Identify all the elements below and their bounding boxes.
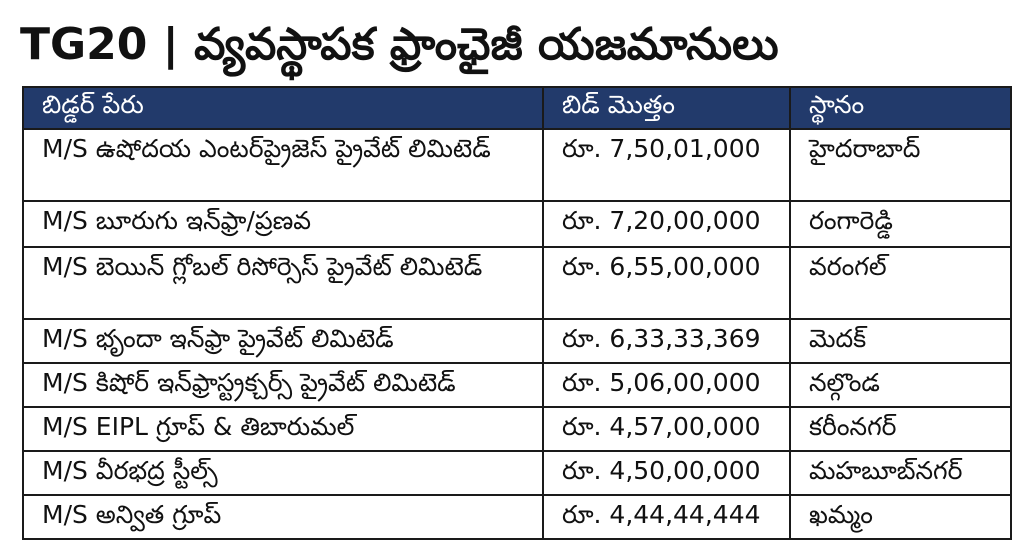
location-cell: మహబూబ్‌నగర్ xyxy=(789,450,1012,496)
table-row: M/S ఉషోదయ ఎంటర్‌ప్రైజెస్ ప్రైవేట్ లిమిటె… xyxy=(22,128,1012,202)
bidder-name-cell: M/S ఉషోదయ ఎంటర్‌ప్రైజెస్ ప్రైవేట్ లిమిటె… xyxy=(22,128,544,202)
location-cell: కరీంనగర్ xyxy=(789,406,1012,452)
table-row: M/S EIPL గ్రూప్ & తిబారుమల్ రూ. 4,57,00,… xyxy=(22,406,1012,452)
bid-amount-cell: రూ. 7,20,00,000 xyxy=(542,200,791,248)
page-title: TG20 | వ్యవస్థాపక ఫ్రాంఛైజీ యజమానులు xyxy=(20,19,779,70)
header-bid-amount: బిడ్ మొత్తం xyxy=(542,86,791,130)
table-row: M/S భృందా ఇన్‌ఫ్రా ప్రైవేట్ లిమిటెడ్ రూ.… xyxy=(22,318,1012,364)
bidder-name-cell: M/S బెయిన్ గ్లోబల్ రిసోర్సెస్ ప్రైవేట్ ల… xyxy=(22,246,544,320)
bidder-name-cell: M/S భృందా ఇన్‌ఫ్రా ప్రైవేట్ లిమిటెడ్ xyxy=(22,318,544,364)
location-cell: నల్గొండ xyxy=(789,362,1012,408)
header-location: స్థానం xyxy=(789,86,1012,130)
location-cell: వరంగల్ xyxy=(789,246,1012,320)
table-row: M/S కిషోర్ ఇన్‌ఫ్రాస్ట్రక్చర్స్ ప్రైవేట్… xyxy=(22,362,1012,408)
bid-amount-cell: రూ. 4,50,00,000 xyxy=(542,450,791,496)
bidder-name-cell: M/S EIPL గ్రూప్ & తిబారుమల్ xyxy=(22,406,544,452)
table-row: M/S అన్విత గ్రూప్ రూ. 4,44,44,444 ఖమ్మం xyxy=(22,494,1012,540)
table-row: M/S బెయిన్ గ్లోబల్ రిసోర్సెస్ ప్రైవేట్ ల… xyxy=(22,246,1012,320)
location-cell: మెదక్ xyxy=(789,318,1012,364)
bidder-name-cell: M/S వీరభద్ర స్టీల్స్ xyxy=(22,450,544,496)
location-cell: హైదరాబాద్ xyxy=(789,128,1012,202)
header-bidder-name: బిడ్డర్ పేరు xyxy=(22,86,544,130)
bid-amount-cell: రూ. 5,06,00,000 xyxy=(542,362,791,408)
bidder-name-cell: M/S అన్విత గ్రూప్ xyxy=(22,494,544,540)
bid-amount-cell: రూ. 4,57,00,000 xyxy=(542,406,791,452)
bid-amount-cell: రూ. 7,50,01,000 xyxy=(542,128,791,202)
bidder-name-cell: M/S కిషోర్ ఇన్‌ఫ్రాస్ట్రక్చర్స్ ప్రైవేట్… xyxy=(22,362,544,408)
bidder-name-cell: M/S బూరుగు ఇన్‌ఫ్రా/ప్రణవ xyxy=(22,200,544,248)
location-cell: రంగారెడ్డి xyxy=(789,200,1012,248)
location-cell: ఖమ్మం xyxy=(789,494,1012,540)
table-row: M/S వీరభద్ర స్టీల్స్ రూ. 4,50,00,000 మహబ… xyxy=(22,450,1012,496)
bid-amount-cell: రూ. 6,55,00,000 xyxy=(542,246,791,320)
bid-amount-cell: రూ. 6,33,33,369 xyxy=(542,318,791,364)
bid-amount-cell: రూ. 4,44,44,444 xyxy=(542,494,791,540)
bidders-table: బిడ్డర్ పేరు బిడ్ మొత్తం స్థానం M/S ఉషోద… xyxy=(22,86,1012,540)
table-header-row: బిడ్డర్ పేరు బిడ్ మొత్తం స్థానం xyxy=(22,86,1012,130)
table-row: M/S బూరుగు ఇన్‌ఫ్రా/ప్రణవ రూ. 7,20,00,00… xyxy=(22,200,1012,248)
